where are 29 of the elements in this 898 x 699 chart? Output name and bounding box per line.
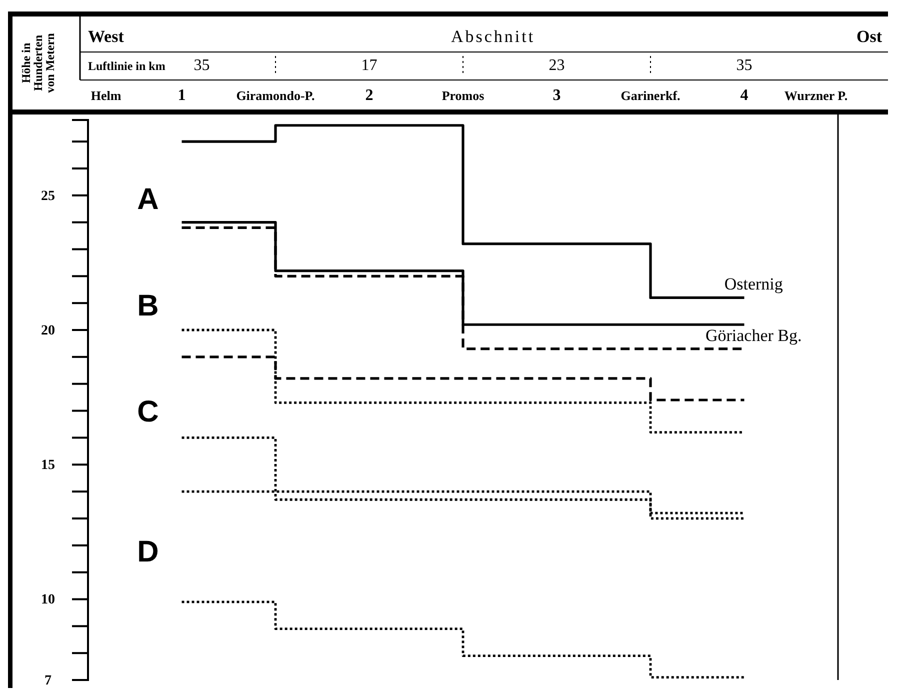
series-label: Göriacher Bg. [705,326,802,345]
y-tick-label: 15 [41,458,55,474]
text: 35 [736,57,752,74]
text: Promos [442,88,484,103]
text: 17 [361,57,378,74]
text: Helm [90,88,122,103]
y-tick-label: 7 [44,673,52,688]
x-tick-label: 3 [552,87,561,104]
annotation: C [137,396,159,429]
text: West [88,27,124,46]
y-tick-label: 20 [41,323,55,338]
y-tick-label: 25 [41,188,55,204]
text: Luftlinie in km [88,59,166,73]
x-tick-label: 4 [740,87,748,104]
series-label: Osternig [724,274,784,294]
y-tick-label: 10 [41,592,55,608]
annotation: A [137,182,159,216]
x-tick-label: 2 [365,87,374,104]
text: Abschnitt [450,27,536,46]
text: 35 [194,57,210,74]
text: 23 [548,57,565,74]
text: Wurzner P. [784,88,848,103]
text: Giramondo-P. [236,88,315,103]
y-axis-title: Höhe in Hunderten von Metern [19,32,57,93]
annotation: B [137,289,159,322]
text: Ost [856,27,882,46]
annotation: D [137,536,159,569]
text: Garinerkf. [620,88,680,103]
x-tick-label: 1 [178,87,186,104]
